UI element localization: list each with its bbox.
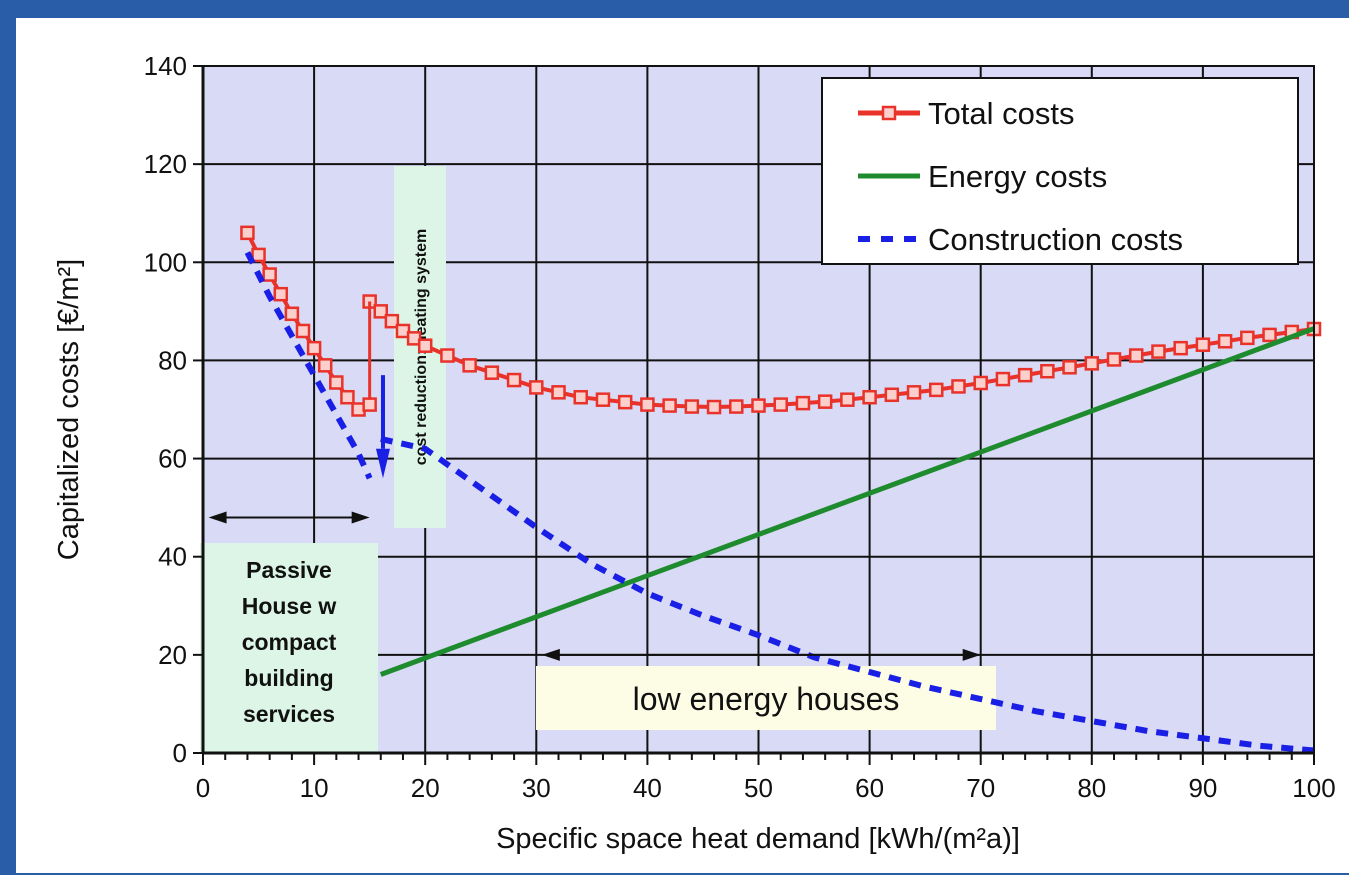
y-tick-label: 80 bbox=[158, 345, 187, 375]
total-cost-marker bbox=[384, 313, 400, 329]
total-cost-marker bbox=[362, 397, 377, 412]
total-cost-marker bbox=[373, 304, 389, 319]
series-line-construction-costs bbox=[380, 436, 1315, 754]
total-cost-marker bbox=[573, 389, 588, 405]
total-cost-marker bbox=[684, 399, 700, 414]
low-energy-range-arrow-head-left bbox=[541, 648, 560, 661]
total-cost-marker bbox=[284, 306, 300, 322]
y-tick-label: 60 bbox=[158, 444, 187, 474]
legend-label: Construction costs bbox=[928, 222, 1183, 257]
total-cost-marker bbox=[840, 392, 855, 407]
y-tick-label: 140 bbox=[144, 51, 187, 81]
total-cost-marker bbox=[406, 331, 422, 346]
total-cost-marker bbox=[240, 225, 255, 241]
total-cost-marker bbox=[440, 348, 455, 363]
total-cost-marker bbox=[706, 399, 722, 415]
total-cost-marker bbox=[1062, 360, 1077, 375]
total-cost-marker bbox=[551, 385, 566, 400]
construction-drop-arrow-head bbox=[375, 448, 390, 479]
series-line-total-costs bbox=[368, 300, 1315, 410]
x-axis-title: Specific space heat demand [kWh/(m²a)] bbox=[496, 823, 1020, 855]
total-cost-marker bbox=[1128, 348, 1144, 363]
total-cost-marker bbox=[1240, 330, 1255, 346]
passive-house-label: Passive House w compact building services bbox=[242, 557, 337, 727]
total-cost-marker bbox=[1084, 356, 1100, 371]
low-energy-box bbox=[536, 666, 996, 730]
y-axis-title: Capitalized costs [€/m²] bbox=[53, 259, 85, 560]
y-tick-label: 100 bbox=[144, 247, 187, 277]
total-cost-marker bbox=[751, 398, 766, 413]
total-cost-marker bbox=[595, 392, 611, 407]
x-tick-label: 30 bbox=[522, 773, 551, 803]
legend-marker bbox=[881, 105, 897, 121]
total-cost-marker bbox=[795, 395, 811, 411]
x-tick-label: 60 bbox=[855, 773, 884, 803]
legend-label: Total costs bbox=[928, 96, 1074, 131]
x-tick-label: 20 bbox=[411, 773, 440, 803]
total-cost-marker bbox=[1151, 344, 1166, 359]
low-energy-range-arrow-head-right bbox=[962, 648, 981, 661]
total-cost-marker bbox=[317, 358, 333, 373]
x-tick-label: 40 bbox=[633, 773, 662, 803]
total-cost-marker bbox=[329, 375, 344, 390]
total-cost-marker bbox=[1017, 367, 1033, 383]
passive-house-range-arrow-head-left bbox=[208, 511, 227, 524]
total-cost-marker bbox=[484, 365, 500, 380]
x-tick-label: 90 bbox=[1188, 773, 1217, 803]
total-cost-marker bbox=[506, 372, 522, 388]
total-cost-marker bbox=[340, 389, 355, 405]
y-tick-label: 20 bbox=[158, 640, 187, 670]
legend-box bbox=[821, 77, 1299, 265]
total-cost-marker bbox=[306, 340, 322, 356]
total-cost-marker bbox=[973, 375, 988, 391]
total-cost-marker bbox=[1106, 352, 1122, 367]
total-cost-marker bbox=[662, 398, 677, 413]
total-cost-marker bbox=[417, 338, 433, 353]
total-cost-marker bbox=[1173, 340, 1188, 356]
legend-label: Energy costs bbox=[928, 159, 1107, 194]
total-cost-marker bbox=[995, 371, 1011, 387]
y-tick-label: 0 bbox=[173, 738, 187, 768]
total-cost-marker bbox=[773, 397, 788, 412]
y-tick-label: 40 bbox=[158, 542, 187, 572]
x-tick-label: 50 bbox=[744, 773, 773, 803]
cost-chart: Passive House w compact building services low… bbox=[53, 51, 1336, 855]
total-cost-marker bbox=[273, 286, 289, 302]
total-cost-marker bbox=[251, 247, 266, 263]
y-tick-label: 120 bbox=[144, 149, 187, 179]
total-cost-marker bbox=[1195, 337, 1211, 352]
passive-house-range-arrow-head-right bbox=[351, 511, 370, 524]
chart-frame: Passive House w compact building services low… bbox=[16, 18, 1349, 873]
total-cost-marker bbox=[1217, 334, 1233, 349]
passive-house-box bbox=[200, 543, 378, 753]
total-cost-marker bbox=[906, 385, 922, 400]
total-cost-marker bbox=[462, 358, 477, 373]
x-tick-label: 70 bbox=[966, 773, 995, 803]
series-line-construction-costs bbox=[244, 251, 373, 480]
x-tick-label: 100 bbox=[1292, 773, 1335, 803]
total-cost-marker bbox=[729, 399, 744, 414]
total-cost-marker bbox=[640, 397, 655, 412]
total-cost-marker bbox=[617, 394, 633, 410]
total-cost-marker bbox=[884, 387, 900, 403]
total-cost-marker bbox=[817, 394, 833, 409]
total-cost-marker bbox=[951, 379, 966, 394]
total-cost-marker bbox=[1040, 363, 1055, 379]
low-energy-label: low energy houses bbox=[633, 681, 900, 717]
total-cost-marker bbox=[262, 267, 277, 282]
x-tick-label: 10 bbox=[300, 773, 329, 803]
series-line-energy-costs bbox=[379, 326, 1315, 677]
total-cost-marker bbox=[929, 382, 944, 398]
total-cost-marker bbox=[529, 380, 544, 395]
total-cost-marker bbox=[1262, 327, 1277, 343]
total-cost-marker bbox=[295, 323, 311, 339]
x-tick-label: 0 bbox=[196, 773, 210, 803]
x-tick-label: 80 bbox=[1077, 773, 1106, 803]
total-cost-marker bbox=[395, 323, 411, 339]
total-cost-marker bbox=[862, 389, 877, 405]
